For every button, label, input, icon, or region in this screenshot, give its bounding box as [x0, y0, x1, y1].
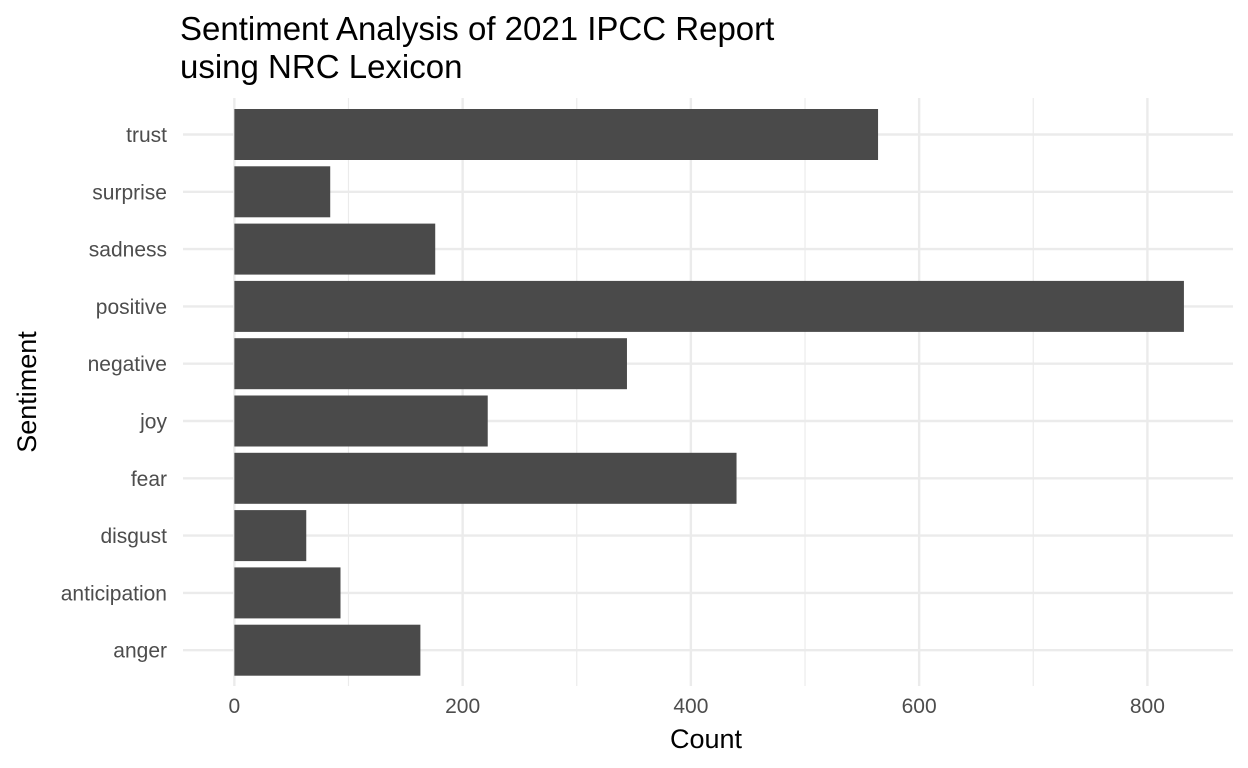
x-tick-label: 400 — [673, 695, 708, 718]
bar-anger — [234, 624, 421, 676]
x-tick-label: 800 — [1130, 695, 1165, 718]
bar-trust — [234, 109, 879, 160]
chart-title: Sentiment Analysis of 2021 IPCC Report u… — [180, 10, 774, 85]
x-tick-labels: 0 200 400 600 800 — [229, 695, 1165, 718]
y-tick-label: disgust — [100, 525, 167, 548]
y-tick-label: negative — [88, 353, 167, 376]
chart-title-line-2: using NRC Lexicon — [180, 48, 462, 85]
y-axis-title: Sentiment — [12, 331, 42, 453]
y-tick-label: joy — [139, 411, 167, 434]
bar-positive — [234, 280, 1184, 332]
bar-fear — [234, 452, 737, 504]
y-tick-label: fear — [131, 468, 167, 491]
x-tick-label: 0 — [229, 695, 241, 718]
x-axis-title: Count — [670, 724, 743, 754]
y-tick-label: trust — [126, 124, 167, 147]
bar-surprise — [234, 166, 331, 218]
y-tick-labels: anger anticipation disgust fear joy negative p… — [61, 124, 168, 663]
plot-area: anger anticipation disgust fear joy negative p… — [61, 98, 1233, 718]
y-tick-label: sadness — [89, 239, 167, 262]
bar-disgust — [234, 510, 307, 562]
x-tick-label: 200 — [445, 695, 480, 718]
bar-negative — [234, 338, 627, 390]
bar-joy — [234, 395, 488, 447]
chart-title-line-1: Sentiment Analysis of 2021 IPCC Report — [180, 10, 774, 47]
bar-sadness — [234, 223, 436, 275]
y-tick-label: anger — [113, 640, 167, 663]
x-tick-label: 600 — [902, 695, 937, 718]
y-tick-label: anticipation — [61, 582, 167, 605]
bars — [234, 109, 1184, 676]
bar-anticipation — [234, 567, 341, 619]
y-tick-label: surprise — [92, 181, 167, 204]
y-tick-label: positive — [96, 296, 167, 319]
